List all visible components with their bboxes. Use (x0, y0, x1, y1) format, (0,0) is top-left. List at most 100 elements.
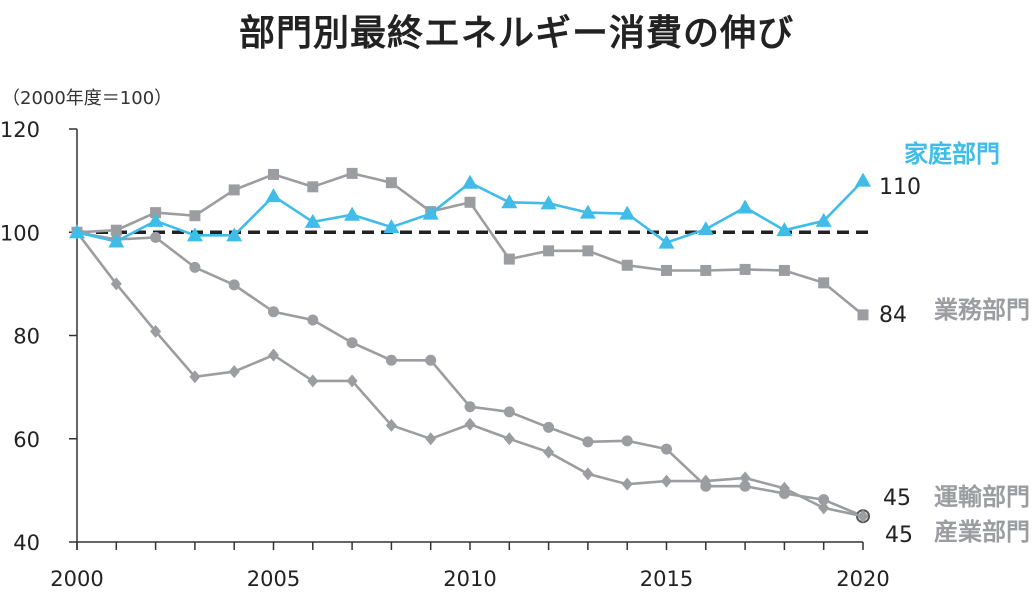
unit-label: （2000年度＝100） (2, 88, 172, 109)
y-tick-label: 120 (0, 118, 40, 142)
data-point (739, 480, 751, 492)
x-tick-label: 2000 (50, 567, 103, 591)
data-point (700, 264, 712, 276)
data-point (543, 245, 555, 257)
data-point (108, 233, 125, 248)
data-point (346, 374, 358, 388)
series-name-label: 運輸部門 (934, 483, 1030, 511)
data-point (739, 471, 751, 485)
data-point (697, 221, 714, 236)
data-point (857, 309, 869, 321)
data-point (344, 206, 361, 221)
data-point (69, 224, 85, 239)
data-point (464, 417, 476, 431)
series-layer (69, 167, 871, 524)
data-point (425, 354, 437, 366)
data-point (464, 196, 476, 208)
y-tick-label: 60 (13, 428, 40, 452)
data-point (739, 263, 751, 275)
data-point (818, 277, 830, 289)
series-end-value: 45 (883, 486, 911, 511)
data-point (147, 212, 164, 227)
data-point (110, 277, 122, 291)
series-square (71, 167, 869, 321)
data-point (661, 264, 672, 276)
series-labels: 家庭部門 110 84 業務部門 45 運輸部門 45 産業部門 (879, 140, 1030, 548)
data-point (346, 167, 358, 179)
series-line (76, 172, 864, 316)
data-point (503, 253, 515, 265)
data-point (661, 443, 672, 455)
data-point (228, 365, 240, 379)
data-point (857, 509, 869, 523)
x-tick-label: 2005 (247, 567, 300, 591)
data-point (425, 432, 437, 446)
data-point (189, 210, 201, 222)
data-point (110, 224, 122, 236)
data-point (737, 199, 754, 214)
data-point (189, 261, 201, 273)
data-point (778, 481, 790, 495)
data-point (150, 207, 162, 219)
data-point (700, 474, 712, 488)
data-point (268, 168, 279, 180)
data-point (150, 231, 162, 243)
data-point (540, 195, 557, 210)
data-point (501, 194, 518, 209)
series-diamond (71, 225, 869, 523)
data-point (579, 204, 596, 219)
data-point (268, 306, 279, 318)
axis-ticks: 40 60 80 100 120 2000 2005 2010 2015 2020 (0, 118, 890, 591)
series-end-value: 84 (879, 303, 907, 328)
data-point (304, 213, 321, 228)
series-name-label: 産業部門 (934, 518, 1030, 546)
data-point (818, 494, 830, 506)
data-point (543, 445, 555, 459)
data-point (658, 234, 675, 249)
data-point (582, 436, 594, 448)
data-point (778, 264, 790, 276)
data-point (226, 227, 243, 242)
y-tick-label: 80 (13, 325, 40, 349)
data-point (307, 374, 319, 388)
data-point (582, 245, 594, 257)
series-name-label: 家庭部門 (904, 140, 1000, 168)
data-point (815, 212, 832, 227)
x-tick-label: 2015 (640, 567, 693, 591)
data-point (818, 501, 830, 515)
data-point (385, 177, 397, 189)
data-point (186, 227, 203, 242)
data-point (776, 222, 793, 237)
chart-title: 部門別最終エネルギー消費の伸び (238, 13, 794, 54)
data-point (621, 435, 633, 447)
data-point (462, 174, 478, 189)
data-point (464, 401, 476, 413)
data-point (268, 348, 279, 362)
data-point (582, 467, 594, 481)
series-name-label: 業務部門 (934, 296, 1030, 324)
data-point (619, 205, 636, 220)
data-point (621, 259, 633, 271)
data-point (265, 188, 282, 203)
data-point (422, 205, 439, 220)
series-end-value: 110 (879, 175, 921, 200)
data-point (150, 324, 162, 338)
x-tick-label: 2020 (836, 567, 889, 591)
data-point (307, 181, 319, 193)
data-point (503, 406, 515, 418)
data-point (228, 184, 240, 196)
y-tick-label: 40 (13, 531, 40, 555)
data-point (543, 421, 555, 433)
series-end-value: 45 (885, 523, 913, 548)
data-point (228, 279, 240, 291)
data-point (307, 314, 319, 326)
data-point (855, 172, 871, 187)
data-point (385, 354, 397, 366)
data-point (621, 477, 633, 491)
data-point (661, 474, 672, 488)
data-point (346, 337, 358, 349)
data-point (385, 418, 397, 432)
data-point (503, 432, 515, 446)
series-triangle (69, 172, 871, 249)
